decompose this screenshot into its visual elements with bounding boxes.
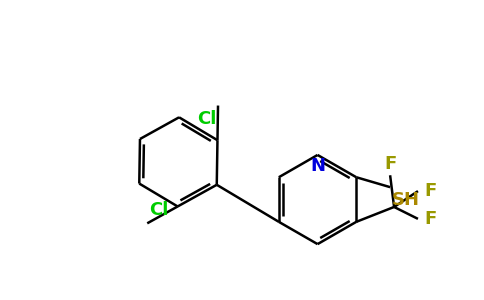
Text: SH: SH: [392, 191, 420, 209]
Text: Cl: Cl: [149, 201, 168, 219]
Text: F: F: [384, 155, 396, 173]
Text: F: F: [424, 182, 436, 200]
Text: N: N: [310, 157, 325, 175]
Text: Cl: Cl: [197, 110, 216, 128]
Text: F: F: [424, 210, 436, 228]
